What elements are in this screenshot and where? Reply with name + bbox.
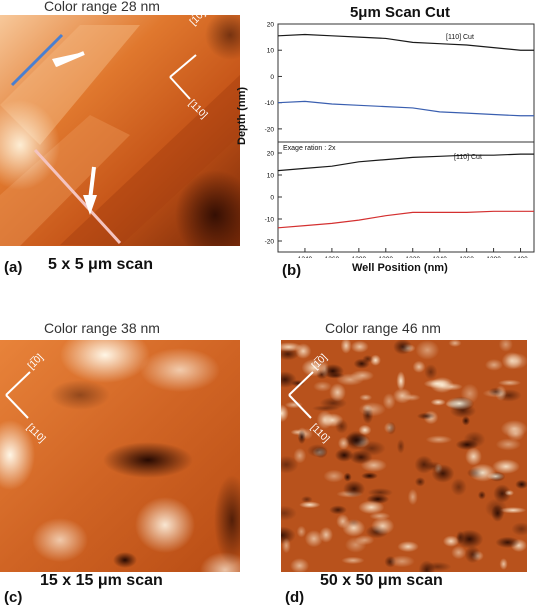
y-tick-label: 20: [267, 151, 275, 158]
x-tick-label: 1380: [486, 256, 501, 258]
y-tick-label: -20: [265, 239, 275, 246]
y-tick-label: 10: [267, 173, 275, 180]
panel-c-caption: Color range 38 nm: [44, 320, 160, 336]
y-tick-label: 0: [270, 195, 274, 202]
panel-a-caption: Color range 28 nm: [44, 0, 160, 14]
y-tick-label: 20: [267, 22, 275, 29]
afm-image-a: [0, 15, 240, 246]
x-axis-label: Well Position (nm): [352, 262, 448, 274]
bottom-plot-frame: [277, 141, 535, 253]
panel-c-letter: (c): [4, 589, 23, 606]
afm-image-d: [281, 340, 527, 572]
bottom-annotation: [110] Cut: [454, 154, 482, 161]
y-tick-label: -20: [265, 126, 275, 133]
depth-profile-chart: 20 10 0 -10 -20 20 10 0 -10 -20 1240 1260 1280 1300 1…: [265, 22, 535, 258]
y-tick-label: 0: [270, 74, 274, 81]
y-axis-label: Depth (nm): [236, 86, 248, 145]
series-line-1: [277, 100, 534, 117]
series-line-1: [277, 210, 534, 229]
top-annotation: [110] Cut: [446, 34, 474, 41]
x-tick-label: 1260: [325, 256, 340, 258]
x-tick-label: 1400: [513, 256, 528, 258]
y-tick-label: -10: [265, 100, 275, 107]
panel-a-letter: (a): [4, 259, 23, 276]
x-tick-label: 1280: [352, 256, 367, 258]
x-tick-label: 1240: [298, 256, 313, 258]
panel-c-scan: 15 x 15 μm scan: [40, 572, 163, 589]
x-tick-label: 1340: [432, 256, 447, 258]
crystal-axes-icon-d: [288, 371, 314, 419]
exaggeration-note: Exage ration : 2x: [283, 145, 336, 152]
crystal-axes-icon-c: [5, 371, 31, 419]
x-tick-label: 1300: [379, 256, 394, 258]
x-tick-label: 1320: [406, 256, 421, 258]
series-line-0: [277, 153, 534, 172]
panel-d-letter: (d): [285, 589, 305, 606]
chart-title: 5μm Scan Cut: [349, 4, 451, 21]
y-tick-label: 10: [267, 48, 275, 55]
series-line-0: [277, 33, 534, 51]
panel-d-caption: Color range 46 nm: [325, 320, 441, 336]
top-plot-frame: [277, 23, 535, 143]
x-tick-label: 1360: [459, 256, 474, 258]
panel-d-scan: 50 x 50 μm scan: [320, 572, 443, 589]
panel-b-letter: (b): [282, 262, 302, 279]
panel-a-scan: 5 x 5 μm scan: [48, 256, 153, 273]
afm-image-c: [0, 340, 240, 572]
crystal-axes-icon: [169, 54, 197, 100]
y-tick-label: -10: [265, 217, 275, 224]
